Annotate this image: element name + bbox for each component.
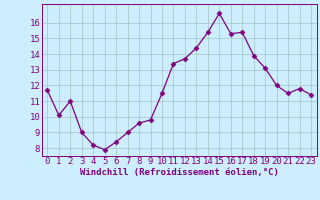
X-axis label: Windchill (Refroidissement éolien,°C): Windchill (Refroidissement éolien,°C) xyxy=(80,168,279,177)
